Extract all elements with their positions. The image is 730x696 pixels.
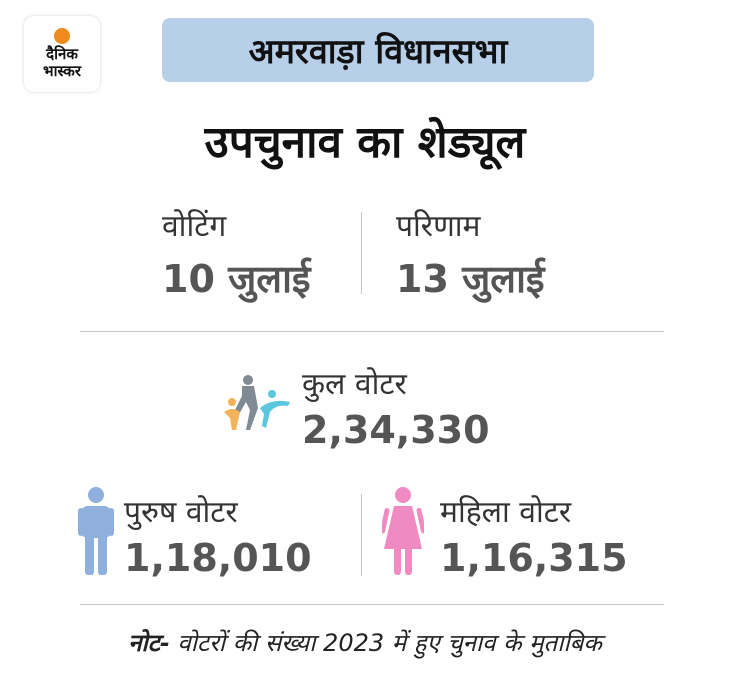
total-voters-value: 2,34,330 [302, 408, 490, 452]
page-title: उपचुनाव का शेड्यूल [204, 117, 526, 168]
logo-line-2: भास्कर [43, 62, 81, 80]
people-group-icon [224, 375, 290, 430]
constituency-banner: अमरवाड़ा विधानसभा [162, 18, 594, 82]
section-divider-top [80, 331, 664, 332]
male-voters-value: 1,18,010 [124, 536, 312, 580]
schedule-divider [361, 212, 362, 294]
voting-label: वोटिंग [162, 209, 227, 244]
result-label: परिणाम [396, 209, 481, 244]
gender-divider [361, 494, 362, 576]
section-divider-bottom [80, 604, 664, 605]
result-date: 13 जुलाई [396, 257, 545, 301]
male-person-icon [78, 487, 114, 575]
footnote: नोट- वोटरों की संख्या 2023 में हुए चुनाव… [0, 626, 730, 659]
male-voters-label: पुरुष वोटर [124, 495, 238, 530]
female-voters-label: महिला वोटर [440, 495, 572, 530]
female-voters-value: 1,16,315 [440, 536, 628, 580]
footnote-text: वोटरों की संख्या 2023 में हुए चुनाव के म… [169, 629, 602, 657]
female-person-icon [382, 487, 424, 575]
sun-dot-icon [54, 28, 70, 44]
voting-date: 10 जुलाई [162, 257, 311, 301]
total-voters-label: कुल वोटर [302, 367, 407, 402]
dainik-bhaskar-logo: दैनिक भास्कर [24, 16, 100, 92]
logo-line-1: दैनिक [46, 45, 78, 63]
footnote-prefix: नोट- [128, 629, 170, 657]
